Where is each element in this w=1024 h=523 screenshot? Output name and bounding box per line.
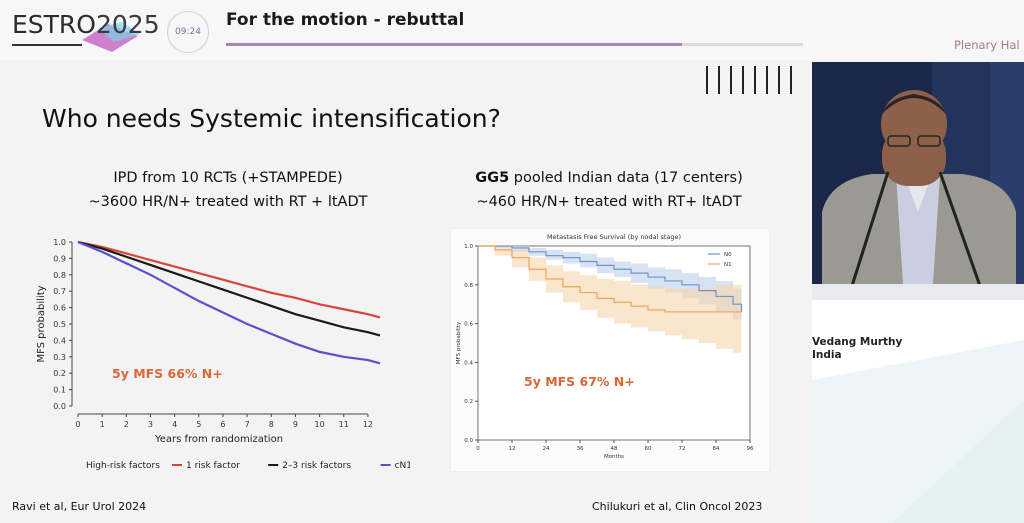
speaker-name: Vedang Murthy bbox=[812, 336, 903, 348]
slide-bars-decoration bbox=[706, 66, 798, 94]
left-y-tick-label: 0.0 bbox=[53, 402, 66, 411]
left-km-chart: 0.00.10.20.30.40.50.60.70.80.91.00 1 2 3 4 5 6… bbox=[36, 238, 410, 471]
slide: Who needs Systemic intensification? IPD … bbox=[0, 60, 812, 523]
right-x-tick-label: 12 bbox=[509, 446, 516, 452]
talk-title: For the motion - rebuttal bbox=[226, 10, 465, 30]
left-y-tick-label: 0.8 bbox=[53, 271, 66, 280]
session-header: ESTRO2025 09:24 For the motion - rebutta… bbox=[0, 0, 1024, 60]
speaker-video bbox=[812, 62, 1024, 300]
left-y-tick-label: 1.0 bbox=[53, 238, 66, 247]
left-y-tick-label: 0.1 bbox=[53, 386, 66, 395]
left-x-tick-label: 1 bbox=[100, 420, 105, 429]
left-x-tick-label: 0 bbox=[75, 420, 80, 429]
left-x-tick-label: 12 bbox=[363, 420, 373, 429]
left-x-tick-label: 10 bbox=[315, 420, 325, 429]
left-y-tick-label: 0.5 bbox=[53, 320, 66, 329]
right-y-tick-label: 0.2 bbox=[464, 399, 473, 405]
right-series-line bbox=[478, 245, 743, 312]
panel-decoration bbox=[812, 340, 1024, 523]
estro-logo: ESTRO2025 bbox=[8, 6, 160, 52]
right-annotation: 5y MFS 67% N+ bbox=[524, 374, 635, 389]
right-confidence-band bbox=[478, 246, 742, 353]
right-x-tick-label: 0 bbox=[476, 446, 480, 452]
speaker-silhouette-icon bbox=[812, 62, 1024, 300]
room-label: Plenary Hal bbox=[954, 38, 1020, 52]
left-y-tick-label: 0.4 bbox=[53, 336, 66, 345]
left-y-tick-label: 0.2 bbox=[53, 369, 66, 378]
right-x-tick-label: 24 bbox=[543, 446, 550, 452]
right-x-tick-label: 48 bbox=[611, 446, 618, 452]
left-x-tick-label: 3 bbox=[148, 420, 153, 429]
speaker-country: India bbox=[812, 349, 842, 361]
right-citation: Chilukuri et al, Clin Oncol 2023 bbox=[592, 500, 763, 513]
left-x-axis-label: Years from randomization bbox=[154, 434, 283, 445]
left-citation: Ravi et al, Eur Urol 2024 bbox=[12, 500, 147, 513]
session-clock: 09:24 bbox=[167, 11, 209, 53]
right-y-axis-label: MFS probability bbox=[456, 321, 462, 364]
left-x-tick-label: 4 bbox=[172, 420, 177, 429]
right-x-tick-label: 84 bbox=[713, 446, 720, 452]
left-legend-label: 1 risk factor bbox=[186, 461, 240, 471]
right-x-tick-label: 36 bbox=[577, 446, 584, 452]
speaker-info-panel: Vedang Murthy India bbox=[812, 300, 1024, 523]
left-annotation: 5y MFS 66% N+ bbox=[112, 366, 223, 381]
right-chart-title: Metastasis Free Survival (by nodal stage… bbox=[547, 233, 681, 241]
right-y-tick-label: 0.8 bbox=[464, 283, 473, 289]
left-legend-label: cN1 bbox=[395, 461, 410, 471]
left-subtitle-line1: IPD from 10 RCTs (+STAMPEDE) bbox=[113, 170, 343, 186]
left-y-tick-label: 0.7 bbox=[53, 287, 66, 296]
right-y-tick-label: 0.4 bbox=[464, 360, 473, 366]
left-series-line bbox=[77, 240, 381, 319]
right-series-line bbox=[478, 245, 742, 313]
right-x-tick-label: 72 bbox=[679, 446, 686, 452]
right-y-tick-label: 0.0 bbox=[464, 438, 473, 444]
logo-diamond-icon bbox=[82, 22, 140, 52]
right-y-tick-label: 1.0 bbox=[464, 244, 473, 250]
right-km-chart: Metastasis Free Survival (by nodal stage… bbox=[450, 228, 770, 472]
left-x-tick-label: 6 bbox=[220, 420, 225, 429]
left-legend-label: 2–3 risk factors bbox=[282, 461, 351, 471]
left-x-tick-label: 2 bbox=[124, 420, 129, 429]
left-series-line bbox=[77, 240, 381, 337]
right-confidence-band bbox=[478, 246, 742, 328]
right-subtitle-line1: GG5 pooled Indian data (17 centers) bbox=[475, 170, 743, 186]
left-x-tick-label: 7 bbox=[245, 420, 250, 429]
right-x-axis-label: Months bbox=[604, 454, 624, 460]
left-x-tick-label: 9 bbox=[293, 420, 298, 429]
right-x-tick-label: 60 bbox=[645, 446, 652, 452]
right-y-tick-label: 0.6 bbox=[464, 322, 473, 328]
logo-text: ESTRO2025 bbox=[12, 10, 160, 39]
right-legend-label: N1 bbox=[724, 262, 732, 268]
left-legend-title: High-risk factors bbox=[86, 461, 160, 471]
left-series-line bbox=[77, 240, 381, 365]
slide-title: Who needs Systemic intensification? bbox=[42, 104, 501, 133]
left-x-tick-label: 5 bbox=[196, 420, 201, 429]
right-subtitle-line2: ~460 HR/N+ treated with RT+ ltADT bbox=[476, 194, 742, 210]
left-y-tick-label: 0.6 bbox=[53, 304, 66, 313]
left-y-tick-label: 0.9 bbox=[53, 254, 66, 263]
logo-underline bbox=[12, 44, 82, 46]
session-progress-fill bbox=[226, 43, 682, 46]
left-subtitle-line2: ~3600 HR/N+ treated with RT + ltADT bbox=[88, 194, 368, 210]
session-progress-bar bbox=[226, 43, 803, 46]
left-y-tick-label: 0.3 bbox=[53, 353, 66, 362]
left-x-tick-label: 11 bbox=[339, 420, 349, 429]
right-x-tick-label: 96 bbox=[747, 446, 754, 452]
left-y-axis-label: MFS probability bbox=[36, 285, 47, 362]
right-legend-label: N0 bbox=[724, 252, 732, 258]
left-x-tick-label: 8 bbox=[269, 420, 274, 429]
